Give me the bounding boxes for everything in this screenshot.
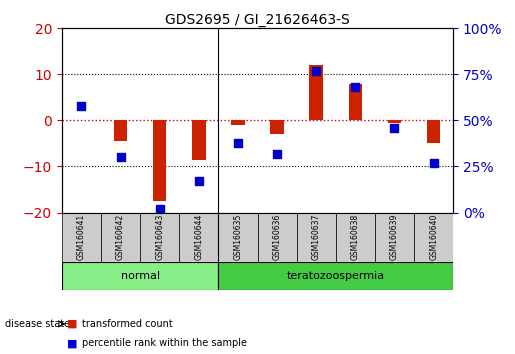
FancyBboxPatch shape <box>140 212 179 262</box>
Text: ■: ■ <box>67 319 77 329</box>
Text: GSM160638: GSM160638 <box>351 214 360 260</box>
Text: disease state: disease state <box>5 319 70 329</box>
Text: GSM160635: GSM160635 <box>233 214 243 260</box>
Text: GSM160642: GSM160642 <box>116 214 125 260</box>
Point <box>351 84 359 90</box>
Bar <box>192 120 205 160</box>
Text: transformed count: transformed count <box>82 319 173 329</box>
FancyBboxPatch shape <box>258 212 297 262</box>
FancyBboxPatch shape <box>179 212 218 262</box>
FancyBboxPatch shape <box>62 262 218 290</box>
FancyBboxPatch shape <box>218 262 453 290</box>
Point <box>273 151 281 156</box>
Text: GSM160637: GSM160637 <box>312 214 321 260</box>
Title: GDS2695 / GI_21626463-S: GDS2695 / GI_21626463-S <box>165 13 350 27</box>
FancyBboxPatch shape <box>297 212 336 262</box>
Text: teratozoospermia: teratozoospermia <box>287 271 385 281</box>
Point <box>77 103 85 109</box>
Bar <box>427 120 440 143</box>
Point <box>430 160 438 166</box>
Bar <box>231 120 245 125</box>
Point <box>390 125 399 131</box>
Text: percentile rank within the sample: percentile rank within the sample <box>82 338 247 348</box>
FancyBboxPatch shape <box>62 212 101 262</box>
Text: GSM160643: GSM160643 <box>155 214 164 260</box>
FancyBboxPatch shape <box>218 212 258 262</box>
Point <box>116 154 125 160</box>
Bar <box>114 120 127 141</box>
Point <box>156 206 164 212</box>
Text: normal: normal <box>121 271 160 281</box>
FancyBboxPatch shape <box>375 212 414 262</box>
Text: GSM160641: GSM160641 <box>77 214 86 260</box>
Text: GSM160639: GSM160639 <box>390 214 399 260</box>
Point <box>195 178 203 184</box>
Point <box>234 140 242 145</box>
Point <box>312 68 320 74</box>
Text: GSM160644: GSM160644 <box>194 214 203 260</box>
Text: GSM160636: GSM160636 <box>272 214 282 260</box>
FancyBboxPatch shape <box>101 212 140 262</box>
FancyBboxPatch shape <box>414 212 453 262</box>
Text: ■: ■ <box>67 338 77 348</box>
Bar <box>349 84 362 120</box>
FancyBboxPatch shape <box>336 212 375 262</box>
Bar <box>310 65 323 120</box>
Bar <box>388 120 401 123</box>
Text: GSM160640: GSM160640 <box>429 214 438 260</box>
Bar <box>153 120 166 201</box>
Bar <box>270 120 284 134</box>
